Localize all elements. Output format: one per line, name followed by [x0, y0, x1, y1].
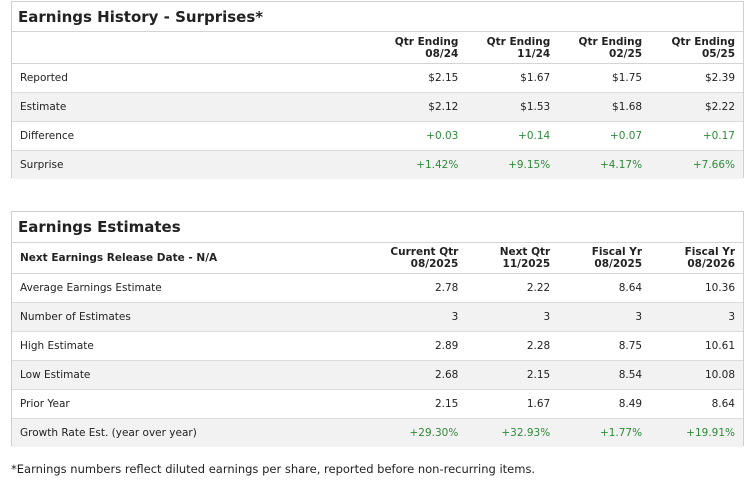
row-label: Number of Estimates: [12, 302, 375, 332]
column-header: Fiscal Yr 08/2025: [558, 243, 651, 274]
row-label: Reported: [12, 63, 375, 93]
table-cell: +1.42%: [416, 158, 459, 171]
column-header: Qtr Ending 02/25: [558, 32, 651, 64]
table-cell: 8.64: [650, 389, 743, 419]
table-cell: $1.67: [466, 63, 559, 93]
table-cell: 10.61: [650, 331, 743, 361]
earnings-estimates-table: Next Earnings Release Date - N/A Current…: [12, 243, 743, 447]
table-cell: $1.53: [466, 92, 559, 122]
table-row: Average Earnings Estimate 2.78 2.22 8.64…: [12, 273, 743, 303]
column-header: Qtr Ending 11/24: [466, 32, 559, 64]
earnings-history-table: Qtr Ending 08/24 Qtr Ending 11/24 Qtr Endi…: [12, 32, 743, 179]
earnings-estimates-title: Earnings Estimates: [12, 212, 743, 243]
table-cell: 10.36: [650, 273, 743, 303]
table-cell: 3: [650, 302, 743, 332]
table-cell: $2.15: [374, 63, 467, 93]
table-cell: 2.15: [466, 360, 559, 390]
header-label-empty: [12, 32, 375, 64]
table-cell: 10.08: [650, 360, 743, 390]
row-label: Growth Rate Est. (year over year): [20, 426, 197, 439]
table-cell: 2.15: [374, 389, 467, 419]
table-row: Growth Rate Est. (year over year) +29.30…: [12, 418, 743, 447]
footnote: *Earnings numbers reflect diluted earnin…: [11, 462, 536, 476]
table-cell: $2.22: [650, 92, 743, 122]
earnings-history-card: Earnings History - Surprises* Qtr Ending…: [11, 1, 744, 179]
table-row: Reported $2.15 $1.67 $1.75 $2.39: [12, 63, 743, 93]
earnings-estimates-card: Earnings Estimates Next Earnings Release…: [11, 211, 744, 447]
row-label: Surprise: [20, 158, 64, 171]
table-cell: +19.91%: [686, 426, 735, 439]
table-row: Prior Year 2.15 1.67 8.49 8.64: [12, 389, 743, 419]
table-cell: 3: [466, 302, 559, 332]
row-label: Estimate: [12, 92, 375, 122]
table-cell: 2.28: [466, 331, 559, 361]
row-label: Prior Year: [12, 389, 375, 419]
column-header: Fiscal Yr 08/2026: [650, 243, 743, 274]
table-cell: 8.64: [558, 273, 651, 303]
next-release-date-label: Next Earnings Release Date - N/A: [12, 243, 375, 274]
table-cell: 2.78: [374, 273, 467, 303]
column-header: Qtr Ending 08/24: [374, 32, 467, 64]
table-row: Low Estimate 2.68 2.15 8.54 10.08: [12, 360, 743, 390]
table-cell: $2.39: [650, 63, 743, 93]
table-cell: +0.03: [374, 121, 467, 151]
table-cell: 2.22: [466, 273, 559, 303]
table-cell: 1.67: [466, 389, 559, 419]
table-cell: +0.07: [558, 121, 651, 151]
table-cell: +29.30%: [409, 426, 459, 439]
table-cell: 2.68: [374, 360, 467, 390]
table-header-row: Next Earnings Release Date - N/A Current…: [12, 243, 743, 274]
table-cell: 8.54: [558, 360, 651, 390]
table-cell: +0.14: [466, 121, 559, 151]
table-row: High Estimate 2.89 2.28 8.75 10.61: [12, 331, 743, 361]
table-cell: +7.66%: [692, 158, 735, 171]
table-row: Surprise +1.42% +9.15% +4.17% +7.66%: [12, 150, 743, 179]
column-header: Current Qtr 08/2025: [374, 243, 467, 274]
earnings-history-title: Earnings History - Surprises*: [12, 2, 743, 32]
table-row: Estimate $2.12 $1.53 $1.68 $2.22: [12, 92, 743, 122]
column-header: Qtr Ending 05/25: [650, 32, 743, 64]
row-label: Difference: [12, 121, 375, 151]
table-row: Number of Estimates 3 3 3 3: [12, 302, 743, 332]
table-cell: 8.49: [558, 389, 651, 419]
row-label: High Estimate: [12, 331, 375, 361]
row-label: Low Estimate: [12, 360, 375, 390]
table-header-row: Qtr Ending 08/24 Qtr Ending 11/24 Qtr Endi…: [12, 32, 743, 64]
table-cell: +0.17: [650, 121, 743, 151]
table-cell: 3: [374, 302, 467, 332]
table-cell: 3: [558, 302, 651, 332]
table-cell: +32.93%: [501, 426, 551, 439]
table-row: Difference +0.03 +0.14 +0.07 +0.17: [12, 121, 743, 151]
table-cell: +4.17%: [599, 158, 643, 171]
table-cell: +1.77%: [599, 426, 643, 439]
table-cell: $1.75: [558, 63, 651, 93]
table-cell: $2.12: [374, 92, 467, 122]
table-cell: 8.75: [558, 331, 651, 361]
row-label: Average Earnings Estimate: [12, 273, 375, 303]
table-cell: +9.15%: [508, 158, 551, 171]
column-header: Next Qtr 11/2025: [466, 243, 559, 274]
table-cell: $1.68: [558, 92, 651, 122]
table-cell: 2.89: [374, 331, 467, 361]
